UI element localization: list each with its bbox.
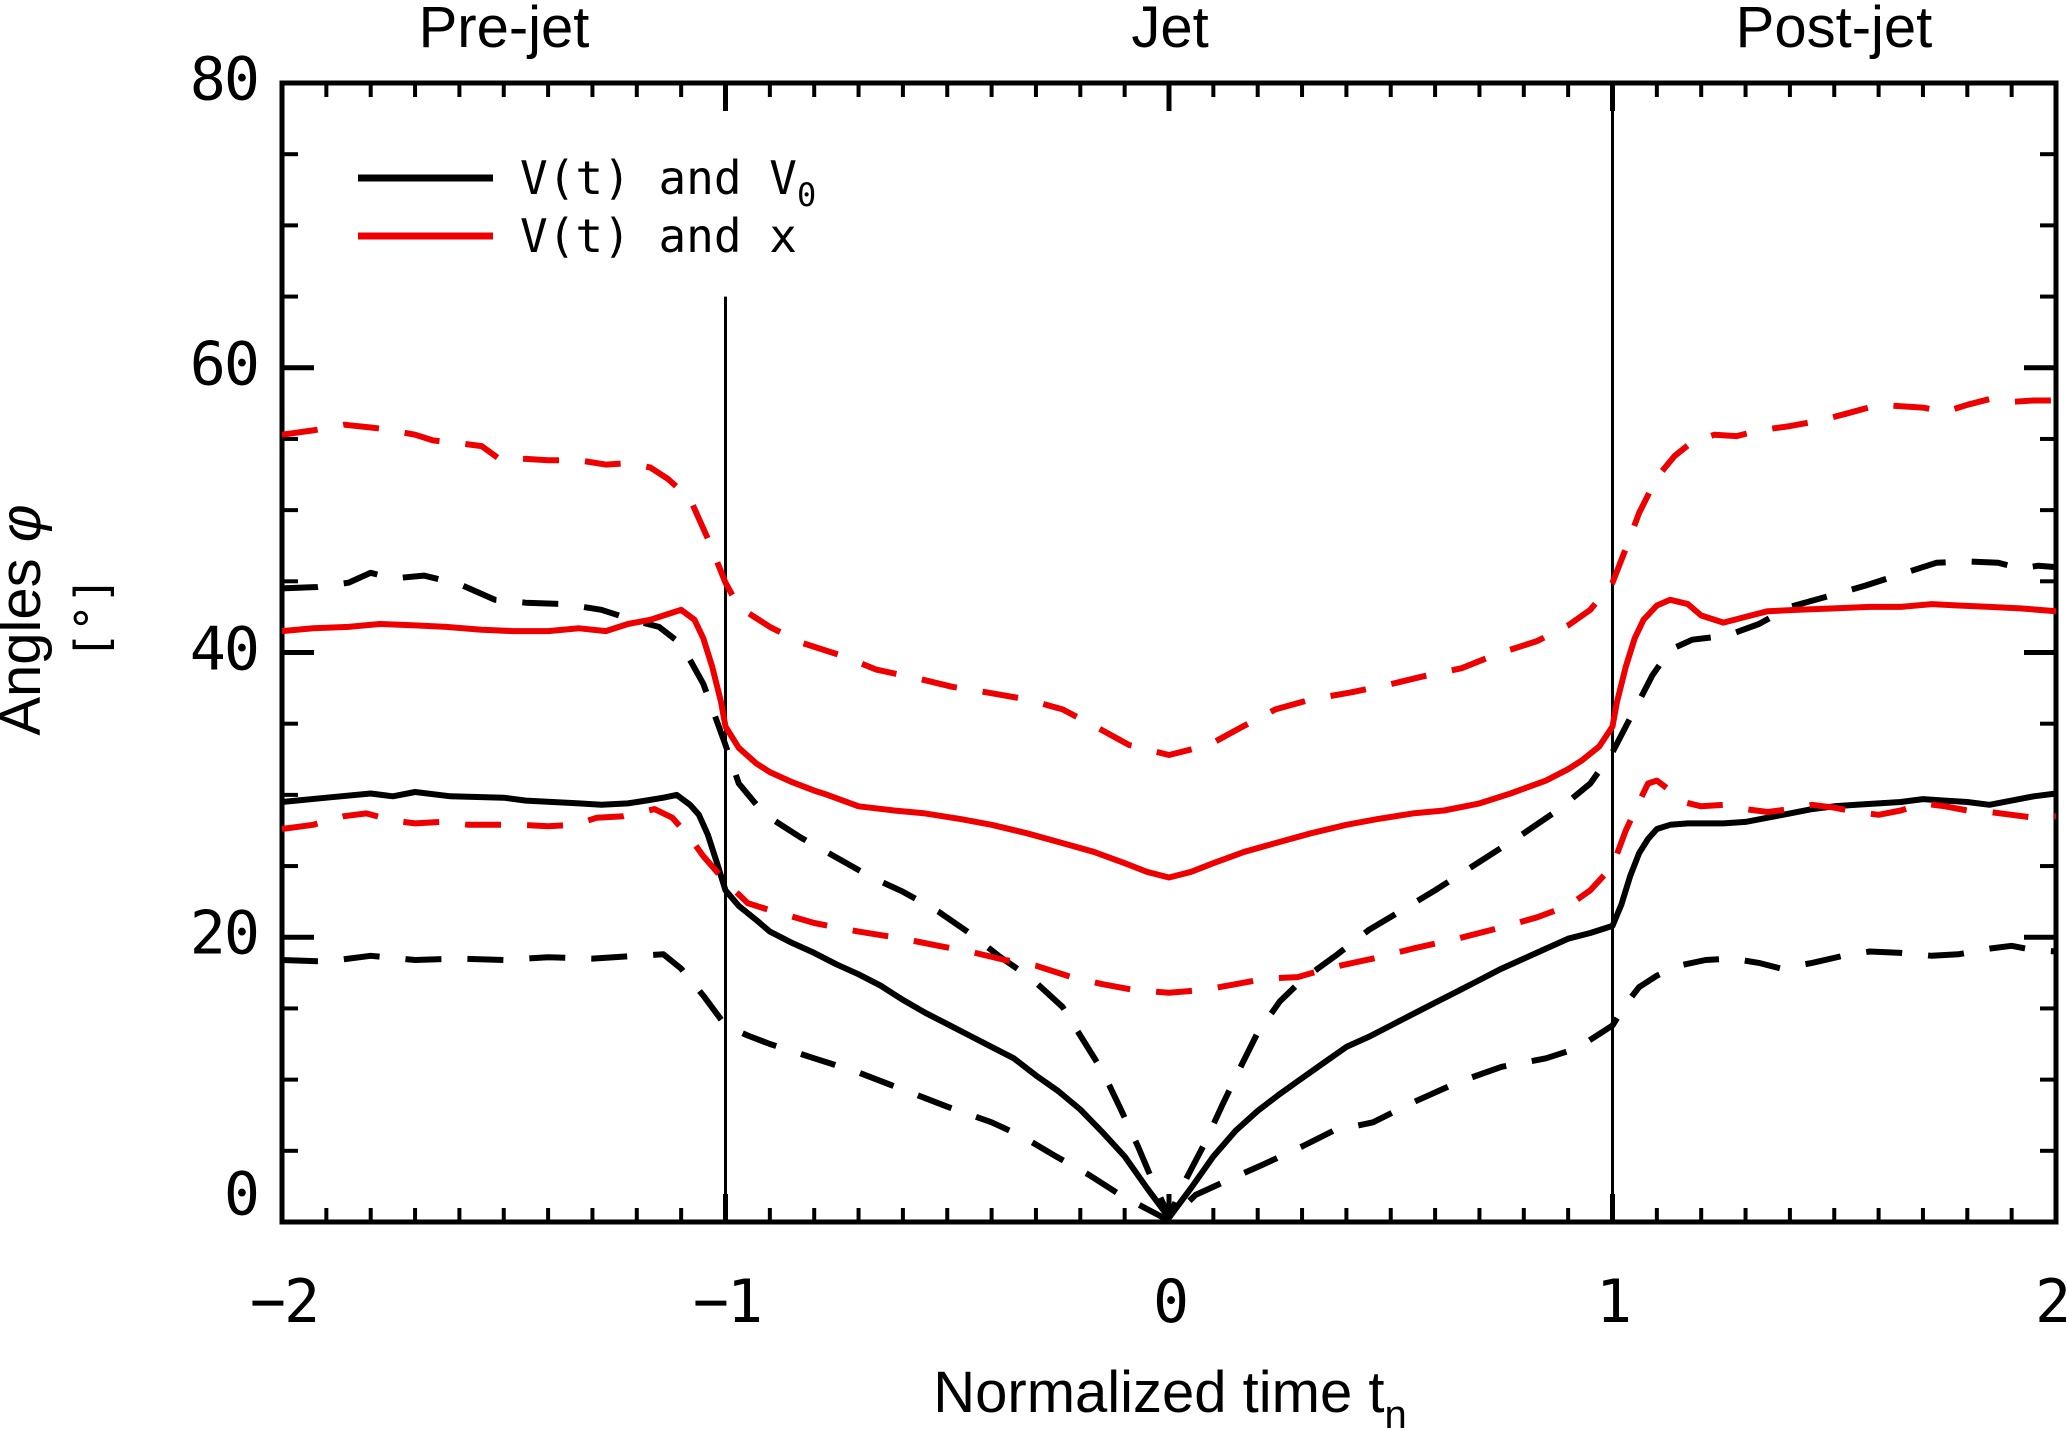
legend-label-v-v0: V(t) and V0 — [520, 151, 816, 214]
angle-v-v0-solid-curve — [281, 789, 2057, 1221]
y-axis-title: Angles φ — [0, 504, 53, 735]
angle-v-v0-dashed-lower-curve — [281, 942, 2057, 1224]
legend-label-v-v0-text: V(t) and V — [520, 151, 797, 205]
y-tick-label-80: 80 — [190, 45, 258, 115]
angle-v-v0-dashed-upper-curve — [281, 558, 2057, 1220]
y-tick-label-0: 0 — [224, 1160, 258, 1230]
x-tick-label-0: 0 — [1153, 1267, 1187, 1337]
plot-area — [279, 80, 2059, 1225]
x-tick-label-neg2: −2 — [250, 1267, 318, 1337]
region-label-post-jet: Post-jet — [1736, 0, 1933, 60]
legend: V(t) and V0 V(t) and x — [358, 151, 816, 263]
region-label-jet: Jet — [1131, 0, 1208, 60]
y-axis-unit: [°] — [65, 576, 119, 659]
y-tick-label-20: 20 — [190, 899, 258, 969]
x-axis-title: Normalized time tn — [933, 1360, 1406, 1431]
y-tick-label-40: 40 — [190, 615, 258, 685]
x-axis-title-text: Normalized time t — [933, 1360, 1384, 1425]
y-axis-title-phi: φ — [0, 504, 53, 542]
y-axis-title-text: Angles — [0, 542, 53, 735]
angle-v-x-solid-curve — [281, 596, 2057, 881]
region-label-pre-jet: Pre-jet — [419, 0, 590, 60]
legend-label-v-x: V(t) and x — [520, 209, 797, 263]
y-tick-label-60: 60 — [190, 330, 258, 400]
x-tick-label-2: 2 — [2035, 1267, 2067, 1337]
angle-v-x-dashed-upper-curve — [281, 396, 2056, 758]
x-tick-label-1: 1 — [1596, 1267, 1630, 1337]
x-tick-label-neg1: −1 — [693, 1267, 761, 1337]
x-axis-title-sub: n — [1384, 1393, 1406, 1431]
angle-v-x-dashed-lower-curve — [281, 777, 2057, 996]
legend-label-v-x-text: V(t) and x — [520, 209, 797, 263]
legend-label-v-v0-sub: 0 — [797, 176, 816, 214]
